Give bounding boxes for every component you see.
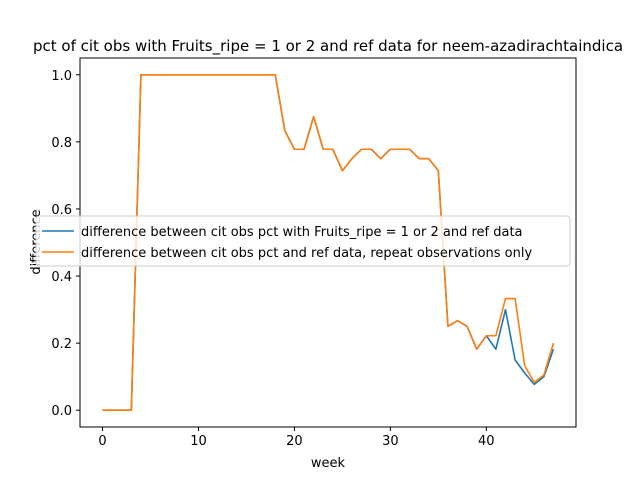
legend-label-series-1: difference between cit obs pct with Frui… <box>81 225 523 240</box>
series-line-2 <box>102 73 555 412</box>
x-axis-label: week <box>311 456 346 471</box>
x-tick-label: 0 <box>98 434 106 449</box>
chart-title: pct of cit obs with Fruits_ripe = 1 or 2… <box>33 37 623 56</box>
y-tick-label: 0.6 <box>51 203 72 218</box>
y-tick-label: 0.0 <box>51 404 72 419</box>
y-tick-label: 0.4 <box>51 270 72 285</box>
series-layer <box>102 73 555 412</box>
y-tick-label: 0.2 <box>51 337 72 352</box>
x-tick-label: 40 <box>478 434 495 449</box>
x-axis-ticks: 0 10 20 30 40 <box>98 427 495 449</box>
legend: difference between cit obs pct with Frui… <box>35 215 571 267</box>
x-tick-label: 30 <box>382 434 399 449</box>
y-tick-label: 1.0 <box>51 69 72 84</box>
x-tick-label: 10 <box>190 434 207 449</box>
y-tick-label: 0.8 <box>51 136 72 151</box>
legend-box <box>35 215 571 267</box>
y-axis-ticks: 0.0 0.2 0.4 0.6 0.8 1.0 <box>51 69 80 419</box>
legend-label-series-2: difference between cit obs pct and ref d… <box>81 246 532 261</box>
x-tick-label: 20 <box>286 434 303 449</box>
